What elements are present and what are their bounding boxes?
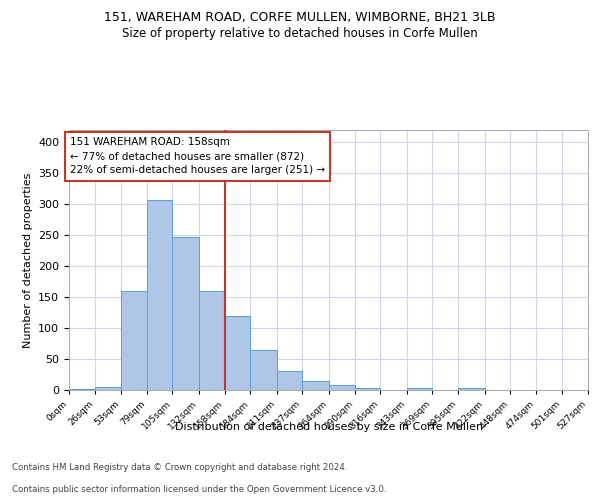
- Bar: [329, 385, 355, 390]
- Text: Contains public sector information licensed under the Open Government Licence v3: Contains public sector information licen…: [12, 485, 386, 494]
- Y-axis label: Number of detached properties: Number of detached properties: [23, 172, 32, 348]
- Text: 151 WAREHAM ROAD: 158sqm
← 77% of detached houses are smaller (872)
22% of semi-: 151 WAREHAM ROAD: 158sqm ← 77% of detach…: [70, 138, 325, 175]
- Bar: [147, 200, 172, 390]
- Bar: [458, 388, 485, 390]
- Bar: [121, 291, 147, 390]
- Bar: [250, 350, 277, 390]
- Text: Contains HM Land Registry data © Crown copyright and database right 2024.: Contains HM Land Registry data © Crown c…: [12, 464, 347, 472]
- Bar: [69, 389, 95, 390]
- Bar: [355, 388, 380, 390]
- Bar: [407, 388, 433, 390]
- Bar: [95, 387, 121, 390]
- Bar: [224, 316, 250, 390]
- Bar: [199, 291, 224, 390]
- Bar: [302, 380, 329, 390]
- Text: Size of property relative to detached houses in Corfe Mullen: Size of property relative to detached ho…: [122, 28, 478, 40]
- Bar: [172, 237, 199, 390]
- Text: Distribution of detached houses by size in Corfe Mullen: Distribution of detached houses by size …: [175, 422, 483, 432]
- Bar: [277, 372, 302, 390]
- Text: 151, WAREHAM ROAD, CORFE MULLEN, WIMBORNE, BH21 3LB: 151, WAREHAM ROAD, CORFE MULLEN, WIMBORN…: [104, 11, 496, 24]
